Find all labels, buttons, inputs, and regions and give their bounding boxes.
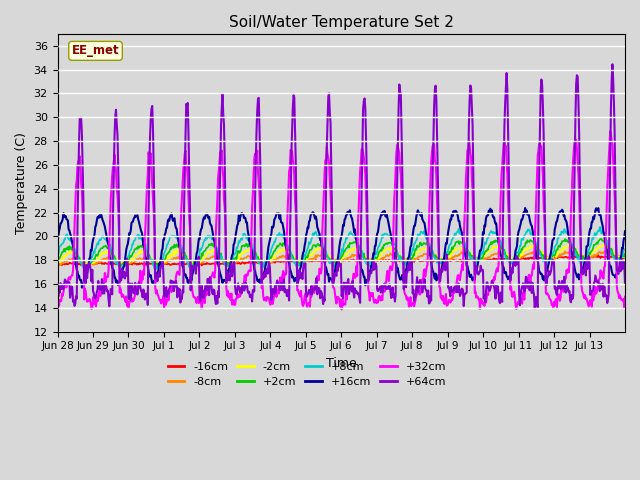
-16cm: [433, 257, 440, 263]
-2cm: [54, 261, 61, 267]
-2cm: [253, 253, 261, 259]
+8cm: [596, 224, 604, 230]
+8cm: [621, 247, 629, 252]
+16cm: [275, 210, 283, 216]
+32cm: [225, 294, 232, 300]
+16cm: [401, 274, 408, 280]
+64cm: [432, 83, 440, 89]
+8cm: [116, 268, 124, 274]
-2cm: [86, 264, 94, 270]
Line: -16cm: -16cm: [58, 255, 625, 265]
Line: +16cm: +16cm: [58, 208, 625, 288]
+8cm: [54, 255, 61, 261]
+8cm: [253, 257, 261, 263]
-8cm: [120, 262, 128, 268]
+2cm: [433, 254, 440, 260]
+2cm: [401, 257, 408, 263]
Text: EE_met: EE_met: [72, 44, 119, 58]
+64cm: [621, 281, 629, 287]
-8cm: [54, 264, 61, 269]
+32cm: [120, 295, 128, 300]
Line: +32cm: +32cm: [58, 131, 625, 310]
-16cm: [225, 261, 233, 266]
+64cm: [531, 305, 539, 311]
+64cm: [400, 286, 408, 292]
+64cm: [120, 269, 128, 275]
-2cm: [225, 261, 233, 267]
Line: +8cm: +8cm: [58, 227, 625, 271]
+32cm: [401, 290, 408, 296]
-2cm: [401, 257, 408, 263]
+2cm: [275, 242, 283, 248]
-8cm: [566, 248, 574, 254]
+16cm: [253, 278, 261, 284]
-2cm: [275, 248, 283, 253]
+32cm: [621, 294, 629, 300]
+16cm: [433, 277, 440, 283]
-16cm: [595, 252, 602, 258]
+2cm: [225, 260, 233, 266]
+64cm: [274, 280, 282, 286]
+64cm: [253, 127, 260, 133]
+2cm: [54, 258, 61, 264]
+2cm: [596, 236, 604, 241]
-8cm: [621, 254, 629, 260]
+2cm: [121, 263, 129, 269]
+8cm: [433, 259, 440, 264]
-2cm: [433, 252, 440, 258]
-8cm: [274, 255, 282, 261]
+2cm: [116, 264, 124, 270]
+2cm: [621, 251, 629, 256]
-8cm: [225, 260, 232, 265]
Title: Soil/Water Temperature Set 2: Soil/Water Temperature Set 2: [229, 15, 454, 30]
+8cm: [225, 264, 233, 269]
+64cm: [225, 277, 232, 283]
+32cm: [274, 287, 282, 292]
+16cm: [225, 268, 233, 274]
Line: +64cm: +64cm: [58, 64, 625, 308]
+16cm: [121, 259, 129, 264]
Legend: -16cm, -8cm, -2cm, +2cm, +8cm, +16cm, +32cm, +64cm, , , , : -16cm, -8cm, -2cm, +2cm, +8cm, +16cm, +3…: [163, 357, 519, 392]
+8cm: [121, 260, 129, 265]
+16cm: [621, 228, 629, 234]
-16cm: [54, 262, 61, 267]
Line: -2cm: -2cm: [58, 244, 625, 267]
+8cm: [401, 260, 408, 266]
-8cm: [432, 254, 440, 260]
-16cm: [275, 258, 283, 264]
+16cm: [78, 285, 86, 290]
-16cm: [253, 260, 261, 266]
-2cm: [121, 262, 129, 267]
Line: -8cm: -8cm: [58, 251, 625, 266]
-2cm: [601, 241, 609, 247]
+8cm: [275, 231, 283, 237]
Line: +2cm: +2cm: [58, 239, 625, 267]
-16cm: [120, 260, 128, 266]
+2cm: [253, 254, 261, 260]
-16cm: [198, 263, 205, 268]
Y-axis label: Temperature (C): Temperature (C): [15, 132, 28, 234]
-16cm: [401, 257, 408, 263]
+32cm: [54, 301, 61, 307]
+16cm: [54, 237, 61, 243]
-2cm: [621, 252, 629, 258]
X-axis label: Time: Time: [326, 357, 356, 370]
+16cm: [521, 205, 529, 211]
+32cm: [338, 307, 346, 312]
+32cm: [606, 128, 614, 134]
+32cm: [433, 173, 440, 179]
+64cm: [54, 282, 61, 288]
-8cm: [400, 256, 408, 262]
+32cm: [253, 154, 260, 160]
+64cm: [609, 61, 616, 67]
-16cm: [621, 254, 629, 260]
-8cm: [253, 256, 260, 262]
